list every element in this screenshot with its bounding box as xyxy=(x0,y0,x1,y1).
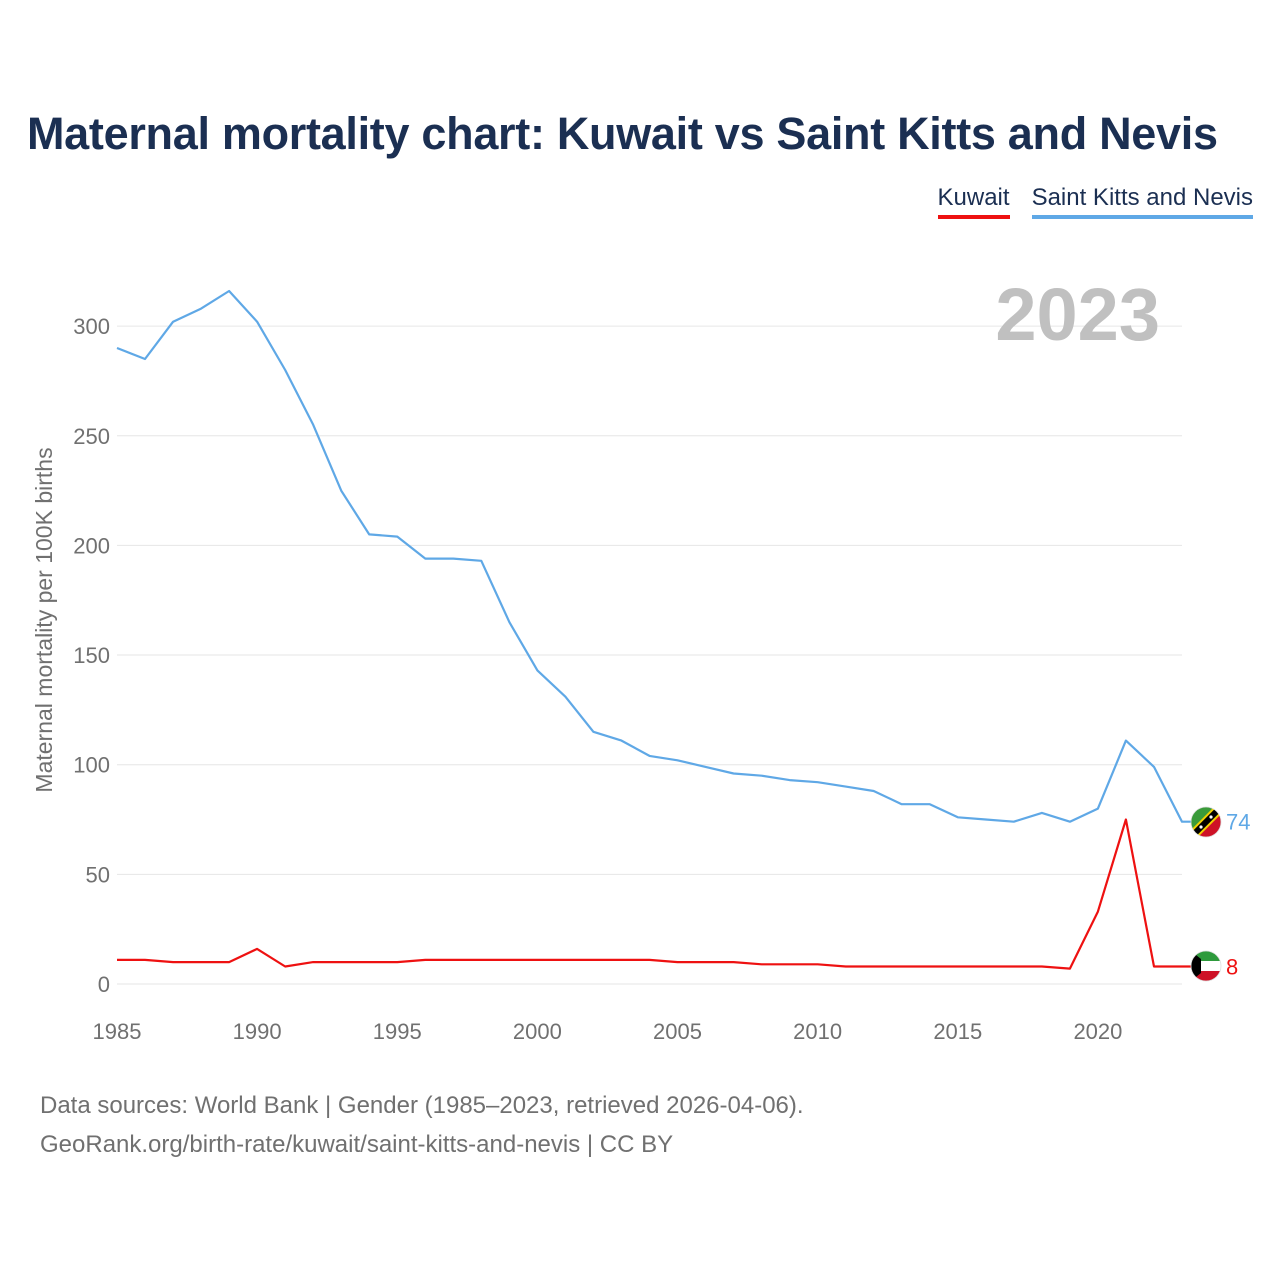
y-tick-label: 50 xyxy=(86,862,110,887)
x-tick-label: 2005 xyxy=(653,1019,702,1044)
y-tick-label: 250 xyxy=(73,424,110,449)
x-tick-label: 2015 xyxy=(933,1019,982,1044)
y-tick-label: 300 xyxy=(73,314,110,339)
series-line-saint-kitts-and-nevis xyxy=(116,289,1191,823)
x-tick-label: 1985 xyxy=(93,1019,142,1044)
y-tick-label: 150 xyxy=(73,643,110,668)
x-tick-label: 1995 xyxy=(373,1019,422,1044)
end-label-kuwait: 8 xyxy=(1226,954,1238,979)
x-tick-label: 2020 xyxy=(1073,1019,1122,1044)
series-line-kuwait xyxy=(117,818,1191,970)
kuwait-flag-icon xyxy=(1190,950,1222,982)
x-tick-label: 1990 xyxy=(233,1019,282,1044)
legend-item-saint-kitts-and-nevis[interactable]: Saint Kitts and Nevis xyxy=(1031,184,1253,219)
y-axis-title: Maternal mortality per 100K births xyxy=(31,447,57,792)
source-note: Data sources: World Bank | Gender (1985–… xyxy=(40,1086,804,1164)
end-label-saint-kitts-and-nevis: 74 xyxy=(1226,810,1250,835)
source-line-1: Data sources: World Bank | Gender (1985–… xyxy=(40,1092,804,1119)
chart-title: Maternal mortality chart: Kuwait vs Sain… xyxy=(27,108,1218,159)
x-tick-label: 2010 xyxy=(793,1019,842,1044)
series-layer xyxy=(116,289,1191,970)
legend-item-kuwait[interactable]: Kuwait xyxy=(937,184,1010,219)
legend: Kuwait Saint Kitts and Nevis xyxy=(937,184,1253,219)
y-tick-label: 200 xyxy=(73,533,110,558)
source-line-2[interactable]: GeoRank.org/birth-rate/kuwait/saint-kitt… xyxy=(40,1131,674,1158)
year-label: 2023 xyxy=(995,273,1160,356)
x-tick-label: 2000 xyxy=(513,1019,562,1044)
x-tick-labels: 1985 1990 1995 2000 2005 2010 2015 2020 xyxy=(93,1019,1123,1044)
end-labels: 74 8 xyxy=(1226,810,1250,980)
y-tick-label: 0 xyxy=(98,972,110,997)
y-tick-labels: 0 50 100 150 200 250 300 xyxy=(73,314,110,997)
y-tick-label: 100 xyxy=(73,753,110,778)
grid-layer xyxy=(117,325,1182,985)
saint-kitts-and-nevis-flag-icon xyxy=(1190,806,1222,838)
